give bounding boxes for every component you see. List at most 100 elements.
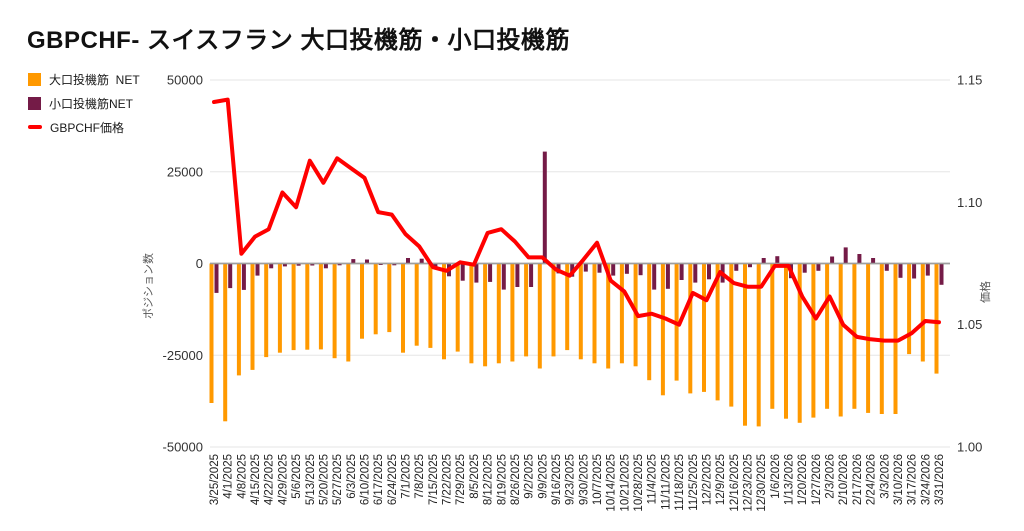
x-axis-date-label: 9/9/2025 [537,454,549,499]
bar-small-spec [351,259,356,264]
bar-small-spec [488,263,493,282]
bar-large-spec [825,263,830,409]
bar-small-spec [406,258,410,264]
bar-small-spec [392,263,397,266]
x-axis-date-label: 10/21/2025 [619,454,631,512]
x-axis-date-label: 2/3/2026 [825,454,837,499]
x-axis-date-label: 11/25/2025 [688,454,700,511]
bar-large-spec [236,263,241,376]
bar-small-spec [282,263,287,267]
x-axis-date-label: 1/20/2026 [797,454,809,505]
x-axis-date-label: 7/1/2025 [401,454,413,499]
bar-small-spec [597,263,602,273]
bar-small-spec [515,263,520,287]
bar-small-spec [365,259,369,264]
bar-small-spec [638,263,643,276]
left-axis-tick-label: 25000 [167,164,203,179]
bar-small-spec [652,263,657,290]
bar-large-spec [606,263,611,369]
bar-large-spec [797,263,802,423]
bar-small-spec [556,263,561,274]
x-axis-date-label: 4/1/2025 [223,454,235,499]
bar-small-spec [898,263,903,278]
x-axis-date-label: 11/11/2025 [660,454,672,510]
bar-large-spec [510,263,515,362]
bar-large-spec [920,263,925,362]
bar-small-spec [542,151,547,264]
x-axis-date-label: 3/31/2026 [934,454,946,505]
bar-large-spec [715,263,720,401]
bar-small-spec [830,256,835,264]
x-axis-date-label: 9/16/2025 [551,454,563,505]
x-axis-date-label: 1/13/2026 [784,454,796,505]
bar-small-spec [255,263,260,276]
x-axis-date-label: 9/23/2025 [565,454,577,505]
bar-large-spec [702,263,706,392]
bar-large-spec [838,263,843,417]
bar-large-spec [537,263,542,369]
bar-small-spec [419,258,424,264]
right-axis-tick-label: 1.10 [957,195,982,210]
bar-small-spec [679,263,684,280]
small-spec-bars [214,151,944,293]
bar-large-spec [223,263,228,422]
bar-small-spec [761,258,766,264]
x-axis-date-label: 8/19/2025 [496,454,508,505]
bar-small-spec [310,263,315,266]
bar-large-spec [619,263,624,364]
left-axis-ticks: 50000 25000 0 -25000 -50000 [163,73,203,455]
bar-large-spec [565,263,570,351]
bar-small-spec [802,263,807,273]
bar-small-spec [843,247,848,264]
left-axis-tick-label: 50000 [167,73,203,88]
legend-item-small-spec: 小口投機筋NET [28,96,140,111]
x-axis-date-label: 3/25/2025 [209,454,221,505]
x-axis-date-label: 2/17/2026 [852,454,864,505]
bar-small-spec [925,263,930,276]
x-axis-date-label: 12/2/2025 [701,454,713,505]
x-axis-date-label: 10/28/2025 [633,454,645,512]
bar-small-spec [460,263,465,281]
bar-large-spec [346,263,351,362]
left-axis-tick-label: 0 [196,256,203,271]
bar-small-spec [857,254,862,264]
bar-small-spec [296,263,301,266]
bar-large-spec [729,263,734,407]
bar-small-spec [378,263,383,265]
bar-large-spec [592,263,597,364]
bar-small-spec [611,263,616,276]
chart-title: GBPCHF- スイスフラン 大口投機筋・小口投機筋 [27,27,570,54]
x-axis-date-label: 6/24/2025 [387,454,399,505]
bar-large-spec [496,263,501,364]
x-axis-date-label: 11/4/2025 [647,454,659,504]
right-axis-title: 価格 [978,281,992,303]
legend-item-large-spec: 大口投機筋 NET [28,72,140,87]
bar-large-spec [469,263,474,364]
x-axis-date-label: 5/6/2025 [291,454,303,499]
x-axis-labels: 3/25/2025 4/1/2025 4/8/2025 4/15/2025 4/22/2… [209,454,946,512]
bar-small-spec [583,263,588,272]
bar-small-spec [871,258,876,264]
bar-small-spec [748,263,752,268]
bar-small-spec [241,263,246,290]
bar-small-spec [474,263,479,283]
bar-small-spec [884,263,889,271]
x-axis-date-label: 5/13/2025 [305,454,317,505]
bar-small-spec [693,263,698,283]
x-axis-date-label: 12/16/2025 [729,454,741,512]
bar-large-spec [770,263,775,409]
x-axis-date-label: 4/15/2025 [250,454,262,505]
x-axis-date-label: 4/29/2025 [277,454,289,505]
x-axis-date-label: 1/6/2026 [770,454,782,499]
large-spec-bars [209,263,939,427]
x-axis-date-label: 10/7/2025 [592,454,604,505]
bar-small-spec [228,263,233,289]
bar-large-spec [428,263,433,348]
bar-large-spec [250,263,255,370]
right-axis-tick-label: 1.05 [957,317,982,332]
bar-large-spec [360,263,364,339]
left-axis-tick-label: -25000 [163,348,203,363]
bar-large-spec [756,263,761,427]
bar-large-spec [934,263,939,374]
